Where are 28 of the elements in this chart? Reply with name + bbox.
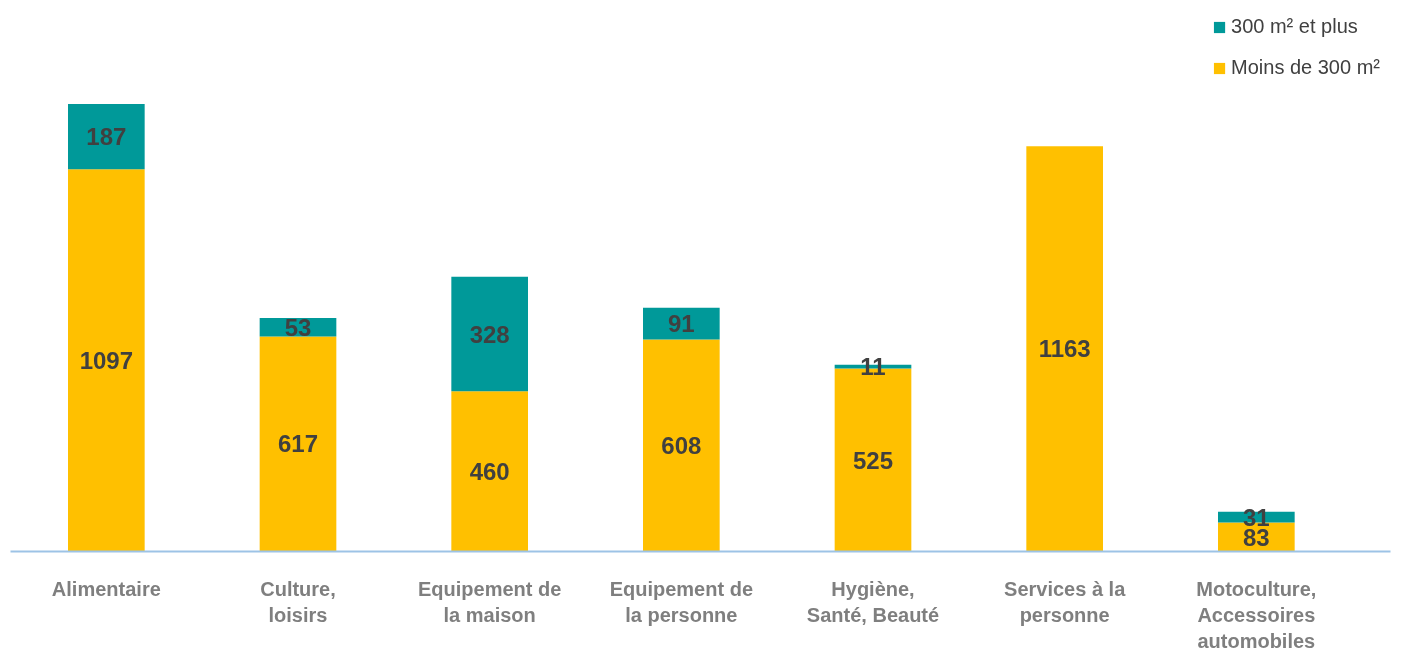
x-tick-label: Equipement de la personne — [609, 577, 754, 626]
bar — [68, 169, 145, 552]
data-label: 608 — [661, 432, 702, 460]
bar — [643, 339, 720, 552]
data-label: 617 — [277, 430, 319, 458]
x-tick-label: Hygiène, Santé, Beauté — [806, 577, 940, 626]
data-label: 187 — [86, 123, 127, 151]
x-tick-label: Alimentaire — [51, 577, 161, 600]
data-label: 91 — [667, 310, 695, 338]
x-tick-label: Services à la personne — [1004, 577, 1127, 626]
data-label: 328 — [469, 320, 510, 348]
legend-label: Moins de 300 m² — [1231, 56, 1380, 79]
x-tick-label: Equipement de la maison — [417, 577, 562, 626]
legend-label: 300 m² et plus — [1231, 15, 1358, 38]
data-label: 460 — [469, 457, 510, 485]
bar — [259, 336, 337, 552]
bar — [1026, 146, 1103, 552]
bar — [643, 307, 720, 340]
x-tick-label: Culture, loisirs — [260, 577, 336, 626]
bar — [451, 391, 528, 552]
data-label: 11 — [860, 353, 886, 381]
bar — [68, 103, 145, 170]
x-tick-label: Motoculture, Accessoires automobiles — [1196, 577, 1317, 653]
bar — [451, 276, 528, 392]
data-label: 53 — [284, 313, 312, 341]
data-label: 525 — [852, 446, 894, 474]
data-label: 1163 — [1038, 335, 1091, 363]
data-label: 1097 — [79, 346, 134, 374]
